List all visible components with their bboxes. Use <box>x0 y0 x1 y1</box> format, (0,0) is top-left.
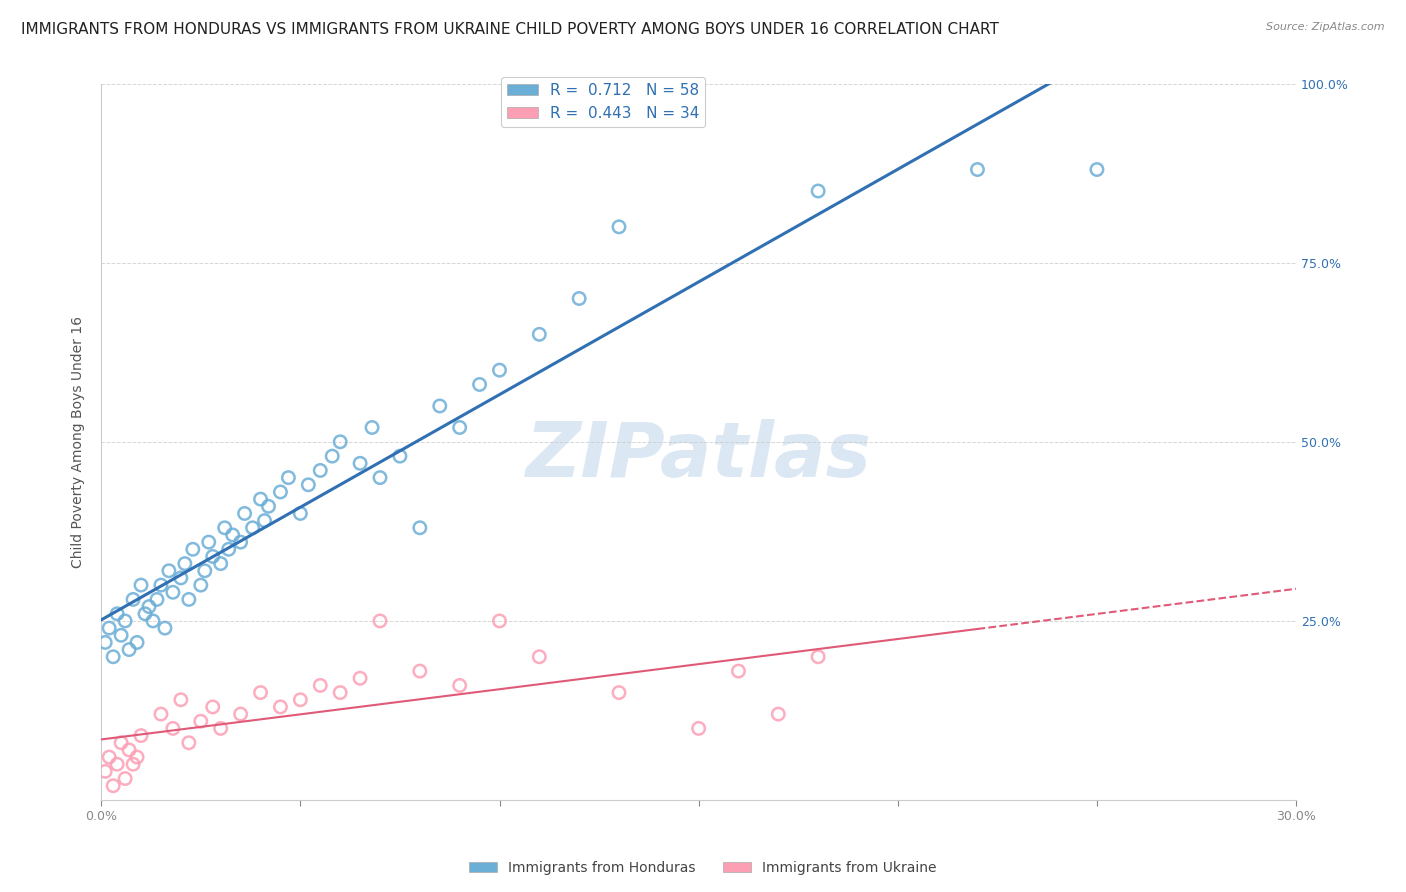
Point <box>125 635 148 649</box>
Point <box>290 507 312 521</box>
Point <box>269 700 291 714</box>
Point <box>253 514 276 528</box>
Point <box>269 485 291 500</box>
Point <box>529 649 551 664</box>
Point <box>727 664 749 678</box>
Point <box>157 564 180 578</box>
Point <box>966 162 988 177</box>
Point <box>607 219 630 234</box>
Text: ZIPatlas: ZIPatlas <box>526 419 872 493</box>
Text: Source: ZipAtlas.com: Source: ZipAtlas.com <box>1267 22 1385 32</box>
Point <box>568 292 591 306</box>
Point <box>257 500 280 514</box>
Point <box>449 420 471 434</box>
Point <box>105 757 128 772</box>
Point <box>321 449 343 463</box>
Point <box>122 592 145 607</box>
Point <box>94 764 117 779</box>
Point <box>173 557 195 571</box>
Point <box>101 649 124 664</box>
Point <box>361 420 384 434</box>
Point <box>488 363 510 377</box>
Point <box>170 692 193 706</box>
Point <box>368 614 391 628</box>
Point <box>429 399 451 413</box>
Text: IMMIGRANTS FROM HONDURAS VS IMMIGRANTS FROM UKRAINE CHILD POVERTY AMONG BOYS UND: IMMIGRANTS FROM HONDURAS VS IMMIGRANTS F… <box>21 22 1000 37</box>
Point <box>177 736 200 750</box>
Point <box>233 507 256 521</box>
Point <box>688 722 710 736</box>
Point <box>177 592 200 607</box>
Point <box>134 607 156 621</box>
Point <box>768 707 790 722</box>
Point <box>197 535 219 549</box>
Point <box>229 707 252 722</box>
Point <box>101 779 124 793</box>
Point <box>122 757 145 772</box>
Point <box>118 642 141 657</box>
Point <box>181 542 204 557</box>
Point <box>118 743 141 757</box>
Point <box>529 327 551 342</box>
Point <box>98 621 121 635</box>
Point <box>190 714 212 729</box>
Point <box>349 456 371 470</box>
Point <box>105 607 128 621</box>
Point <box>277 470 299 484</box>
Point <box>290 692 312 706</box>
Point <box>309 678 332 692</box>
Point <box>114 772 136 786</box>
Point <box>201 700 224 714</box>
Point <box>249 492 271 507</box>
Point <box>149 578 172 592</box>
Point <box>209 557 232 571</box>
Point <box>449 678 471 692</box>
Point <box>162 722 184 736</box>
Point <box>1085 162 1108 177</box>
Point <box>214 521 236 535</box>
Point <box>98 750 121 764</box>
Point <box>807 649 830 664</box>
Point <box>201 549 224 564</box>
Point <box>114 614 136 628</box>
Point <box>249 685 271 699</box>
Point <box>94 635 117 649</box>
Point <box>297 477 319 491</box>
Point <box>190 578 212 592</box>
Point <box>349 671 371 685</box>
Point <box>209 722 232 736</box>
Point <box>807 184 830 198</box>
Point <box>149 707 172 722</box>
Point <box>218 542 240 557</box>
Point <box>468 377 491 392</box>
Point <box>146 592 169 607</box>
Point <box>129 729 152 743</box>
Point <box>221 528 243 542</box>
Point <box>309 463 332 477</box>
Point <box>194 564 217 578</box>
Point <box>153 621 176 635</box>
Point <box>110 736 132 750</box>
Point <box>142 614 165 628</box>
Point <box>110 628 132 642</box>
Point <box>242 521 264 535</box>
Point <box>409 664 432 678</box>
Legend: R =  0.712   N = 58, R =  0.443   N = 34: R = 0.712 N = 58, R = 0.443 N = 34 <box>501 77 706 127</box>
Y-axis label: Child Poverty Among Boys Under 16: Child Poverty Among Boys Under 16 <box>72 316 86 568</box>
Point <box>229 535 252 549</box>
Point <box>368 470 391 484</box>
Point <box>138 599 160 614</box>
Point <box>488 614 510 628</box>
Point <box>129 578 152 592</box>
Point <box>388 449 411 463</box>
Legend: Immigrants from Honduras, Immigrants from Ukraine: Immigrants from Honduras, Immigrants fro… <box>464 855 942 880</box>
Point <box>607 685 630 699</box>
Point <box>125 750 148 764</box>
Point <box>329 434 352 449</box>
Point <box>329 685 352 699</box>
Point <box>409 521 432 535</box>
Point <box>162 585 184 599</box>
Point <box>170 571 193 585</box>
